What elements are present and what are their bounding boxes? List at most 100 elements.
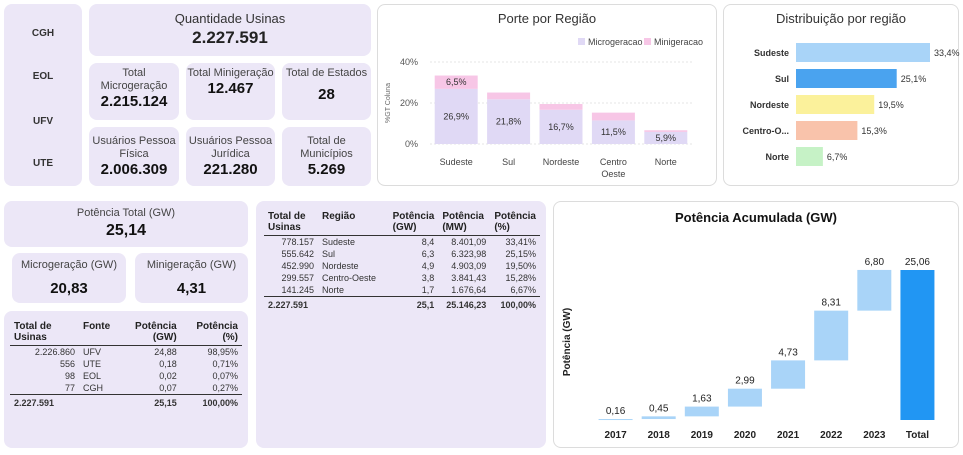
kpi-label: Total de Municípios xyxy=(300,135,353,160)
kpi-value: 20,83 xyxy=(50,280,88,297)
data-label: 8,31 xyxy=(821,298,841,309)
cell: 25,1 xyxy=(388,296,439,311)
kpi-value: 2.227.591 xyxy=(192,28,268,47)
source-item-eol[interactable]: EOL xyxy=(32,71,54,82)
data-label: 1,63 xyxy=(692,394,712,405)
col-header[interactable]: Total de Usinas xyxy=(10,319,79,346)
table-row[interactable]: 98 EOL 0,02 0,07% xyxy=(10,370,242,382)
cell: 778.157 xyxy=(281,237,314,247)
bar xyxy=(796,69,897,88)
cell: 4,9 xyxy=(421,261,435,271)
table-row[interactable]: 2.226.860 UFV 24,88 98,95% xyxy=(10,346,242,359)
chart-porte-svg: Microgeracao Minigeracao 0% 20% 40% %GT Colun… xyxy=(385,37,703,179)
data-label: 26,9% xyxy=(443,111,469,121)
table-row[interactable]: 778.157 Sudeste 8,4 8.401,09 33,41% xyxy=(264,236,540,249)
data-label: 11,5% xyxy=(601,127,626,137)
bar xyxy=(796,43,930,62)
cell: 6.323,98 xyxy=(451,249,487,259)
bar-segment xyxy=(591,112,635,121)
cell: 1,7 xyxy=(421,285,435,295)
cell: 100,00% xyxy=(490,296,540,311)
table-row[interactable]: 555.642 Sul 6,3 6.323,98 25,15% xyxy=(264,248,540,260)
cell: 555.642 xyxy=(281,249,314,259)
y-tick-label: 0% xyxy=(405,139,418,149)
cell: 100,00% xyxy=(180,394,242,409)
y-tick-label: 20% xyxy=(400,98,418,108)
cell: 98,95% xyxy=(207,347,238,357)
col-header[interactable]: Total de Usinas xyxy=(264,209,318,236)
data-label: 15,3% xyxy=(861,126,887,136)
table-row[interactable]: 141.245 Norte 1,7 1.676,64 6,67% xyxy=(264,284,540,297)
x-tick-label: 2019 xyxy=(691,430,714,441)
y-axis-label: Potência (GW) xyxy=(562,308,573,376)
cell: 556 xyxy=(59,359,75,369)
x-tick-label: Centro xyxy=(600,157,627,167)
chart-distribuicao-svg: Sudeste 33,4% Sul 25,1% Nordeste 19,5% Centro-… xyxy=(743,43,960,166)
col-header[interactable]: Potência (%) xyxy=(180,319,242,346)
cell: 0,07 xyxy=(159,383,177,393)
table-row[interactable]: 452.990 Nordeste 4,9 4.903,09 19,50% xyxy=(264,260,540,272)
legend-label: Minigeracao xyxy=(654,37,703,47)
category-label: Norte xyxy=(765,152,789,162)
legend-swatch xyxy=(644,38,651,45)
cell: 1.676,64 xyxy=(451,285,487,295)
data-label: 0,45 xyxy=(649,403,669,414)
x-tick-label: 2023 xyxy=(863,430,886,441)
data-label: 19,5% xyxy=(878,100,904,110)
cell: 15,28% xyxy=(505,273,536,283)
data-label: 4,73 xyxy=(778,347,798,358)
cell: 24,88 xyxy=(154,347,177,357)
table-fonte: Total de Usinas Fonte Potência (GW) Potê… xyxy=(10,319,242,409)
data-label: 6,5% xyxy=(446,77,467,87)
source-item-ufv[interactable]: UFV xyxy=(33,116,53,127)
kpi-label: Total Minigeração xyxy=(187,67,274,79)
cell xyxy=(318,296,389,311)
source-item-ute[interactable]: UTE xyxy=(33,158,53,169)
kpi-quantidade-usinas: Quantidade Usinas 2.227.591 xyxy=(89,4,371,56)
col-header[interactable]: Região xyxy=(318,209,389,236)
kpi-usuarios-pf: Usuários Pessoa Física 2.006.309 xyxy=(89,127,179,186)
cell: 141.245 xyxy=(281,285,314,295)
source-item-cgh[interactable]: CGH xyxy=(31,28,55,39)
kpi-value: 28 xyxy=(318,86,335,103)
bar xyxy=(598,419,633,421)
kpi-label: Usuários Pessoa Jurídica xyxy=(188,135,273,160)
data-label: 6,7% xyxy=(827,152,848,162)
y-tick-label: 40% xyxy=(400,57,418,67)
legend-label: Microgeracao xyxy=(588,37,643,47)
table-row[interactable]: 299.557 Centro-Oeste 3,8 3.841,43 15,28% xyxy=(264,272,540,284)
bar xyxy=(796,147,823,166)
col-header[interactable]: Fonte xyxy=(78,319,115,346)
x-tick-label: Sudeste xyxy=(440,157,473,167)
col-header[interactable]: Potência (GW) xyxy=(388,209,439,236)
x-tick-label: Oeste xyxy=(601,169,625,179)
table-row[interactable]: 77 CGH 0,07 0,27% xyxy=(10,382,242,395)
kpi-minigeracao-gw: Minigeração (GW) 4,31 xyxy=(135,253,248,303)
category-label: Sul xyxy=(775,74,789,84)
y-axis-label: %GT Coluna xyxy=(385,83,392,123)
table-row[interactable]: 556 UTE 0,18 0,71% xyxy=(10,358,242,370)
kpi-value: 25,14 xyxy=(105,222,147,239)
cell: 452.990 xyxy=(281,261,314,271)
col-header[interactable]: Potência (MW) xyxy=(438,209,491,236)
kpi-label: Total Microgeração xyxy=(100,67,168,92)
bar-segment xyxy=(644,131,688,144)
col-header[interactable]: Potência (GW) xyxy=(114,319,181,346)
x-tick-label: Norte xyxy=(655,157,677,167)
cell xyxy=(78,394,115,409)
x-tick-label: Total xyxy=(906,430,929,441)
bar-segment xyxy=(591,120,635,144)
cell: 4.903,09 xyxy=(451,261,487,271)
bar xyxy=(900,270,935,420)
cell: 25.146,23 xyxy=(438,296,491,311)
kpi-value: 5.269 xyxy=(307,161,346,178)
x-tick-label: 2017 xyxy=(604,430,627,441)
bar xyxy=(796,95,875,114)
x-tick-label: 2018 xyxy=(648,430,671,441)
cell: 3.841,43 xyxy=(451,273,487,283)
bar xyxy=(727,388,762,407)
cell: 2.227.591 xyxy=(10,394,79,409)
kpi-label: Minigeração (GW) xyxy=(146,259,237,271)
cell: 8,4 xyxy=(421,237,435,247)
col-header[interactable]: Potência (%) xyxy=(490,209,540,236)
